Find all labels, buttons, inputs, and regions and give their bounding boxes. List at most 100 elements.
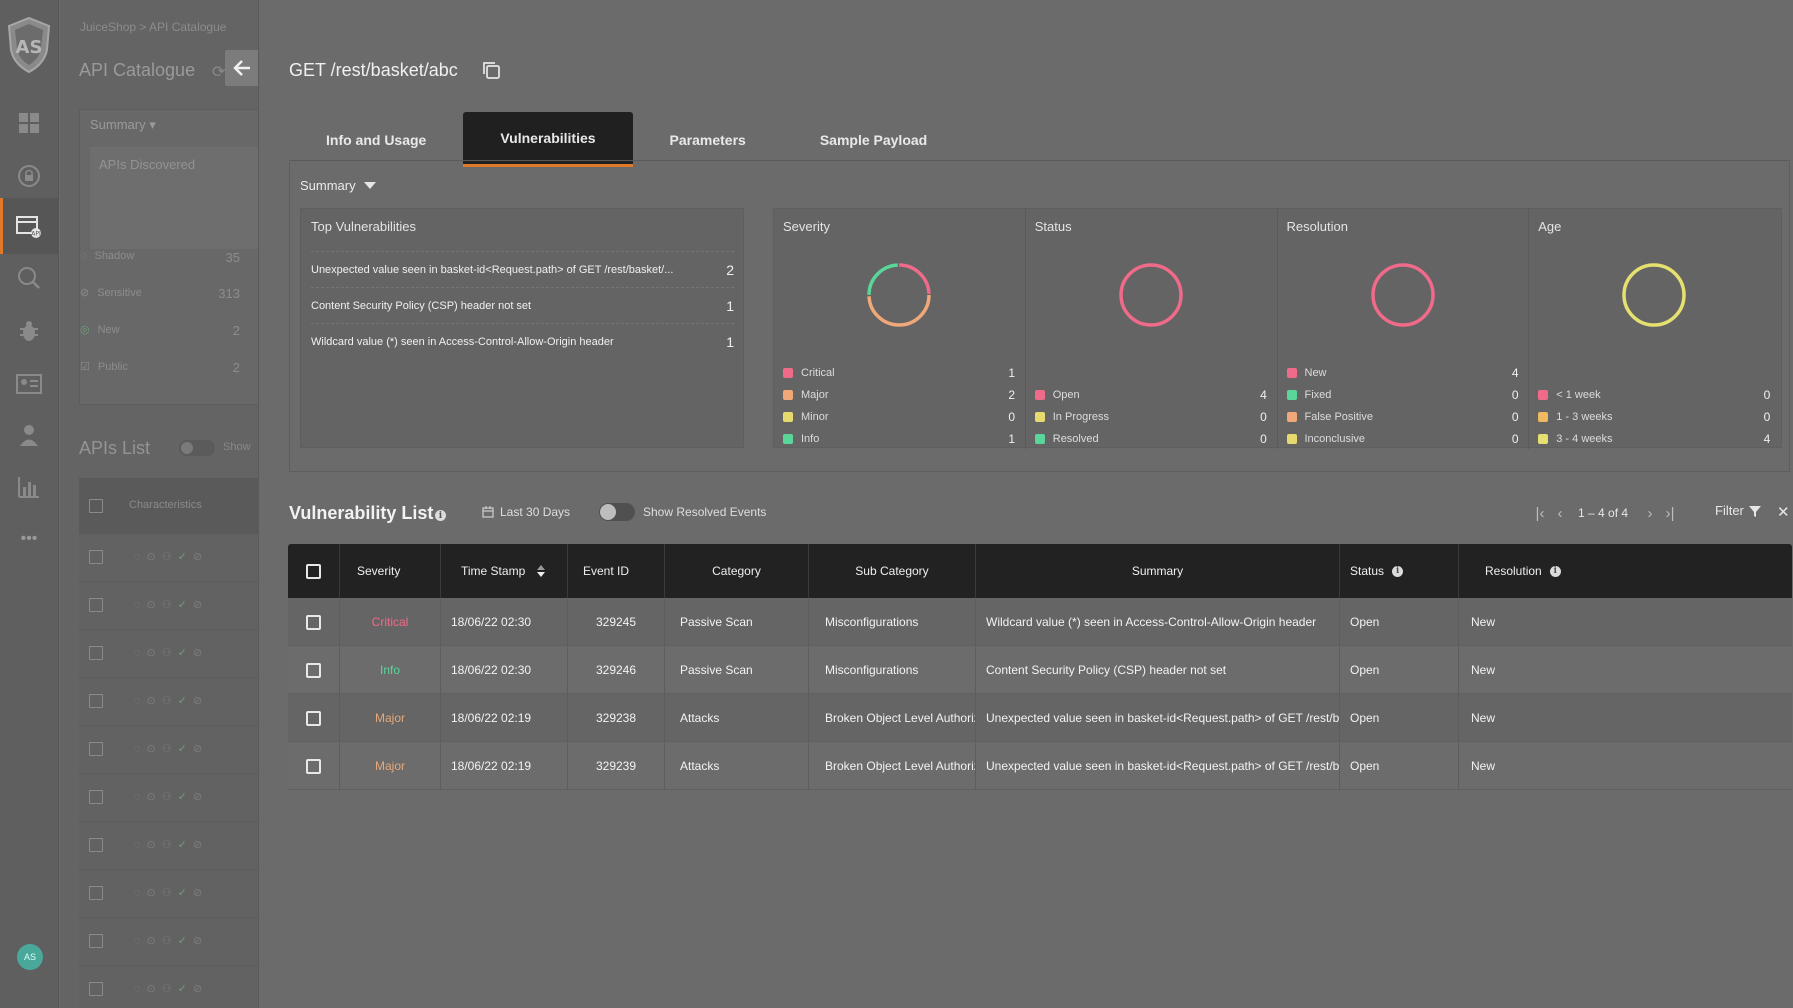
cell-category: Attacks	[665, 742, 809, 790]
select-all-checkbox[interactable]	[306, 563, 321, 579]
api-list-row[interactable]: ◌⊙⚇✓⊘	[79, 678, 258, 726]
api-list-row[interactable]: ◌⊙⚇✓⊘	[79, 918, 258, 966]
api-list-row[interactable]: ◌⊙⚇✓⊘	[79, 774, 258, 822]
tab-info-and-usage[interactable]: Info and Usage	[326, 131, 427, 148]
row-checkbox[interactable]	[306, 758, 321, 774]
legend-swatch	[1034, 434, 1045, 444]
row-checkbox[interactable]	[89, 838, 103, 852]
donut-segment-3-4-weeks	[1622, 263, 1686, 327]
legend-item: Major 2	[783, 387, 1015, 403]
table-row[interactable]: Critical 18/06/22 02:30 329245 Passive Scan…	[288, 598, 1792, 646]
cell-category: Passive Scan	[665, 646, 809, 694]
cell-sub-category: Misconfigurations	[809, 646, 976, 694]
show-resolved-toggle[interactable]	[599, 503, 635, 521]
column-header-severity[interactable]: Severity	[340, 544, 441, 598]
copy-icon[interactable]	[481, 60, 501, 80]
last-page-icon[interactable]: ›|	[1665, 504, 1675, 522]
cell-event-id: 329245	[568, 598, 665, 646]
table-row[interactable]: Major 18/06/22 02:19 329239 Attacks Broken O…	[288, 742, 1792, 790]
row-checkbox[interactable]	[89, 982, 103, 996]
first-page-icon[interactable]: |‹	[1535, 504, 1545, 522]
close-icon[interactable]: ✕	[1777, 504, 1790, 521]
agent-icon[interactable]	[14, 420, 44, 450]
legend-value: 0	[1763, 410, 1771, 424]
api-search-icon[interactable]	[14, 263, 44, 293]
api-list-row[interactable]: ◌⊙⚇✓⊘	[79, 870, 258, 918]
tab-parameters[interactable]: Parameters	[669, 131, 746, 148]
column-header-category[interactable]: Category	[665, 544, 809, 598]
legend-label: Minor	[801, 411, 829, 423]
column-header-event-id[interactable]: Event ID	[568, 544, 665, 598]
prev-page-icon[interactable]: ‹	[1557, 504, 1563, 522]
refresh-icon[interactable]: ⟳	[212, 64, 226, 81]
legend-value: 1	[1008, 366, 1015, 380]
table-row[interactable]: Major 18/06/22 02:19 329238 Attacks Broken O…	[288, 694, 1792, 742]
api-list-row[interactable]: ◌⊙⚇✓⊘	[79, 630, 258, 678]
shield-lock-icon[interactable]	[14, 161, 44, 191]
tab-sample-payload[interactable]: Sample Payload	[819, 131, 928, 148]
top-vuln-item[interactable]: Content Security Policy (CSP) header not…	[311, 287, 734, 323]
column-header-summary[interactable]: Summary	[976, 544, 1340, 598]
date-range-filter[interactable]: Last 30 Days	[482, 505, 570, 519]
legend-item: New 4	[1286, 365, 1519, 381]
row-checkbox[interactable]	[89, 646, 103, 660]
row-checkbox[interactable]	[89, 694, 103, 708]
dashboard-icon[interactable]	[14, 108, 44, 138]
api-detail-panel: GET /rest/basket/abc Info and Usage Vuln…	[260, 0, 1793, 1008]
characteristics-icons: ◌⊙⚇✓⊘	[134, 599, 209, 611]
info-icon[interactable]: i	[1549, 565, 1561, 577]
collapse-panel-button[interactable]	[225, 50, 258, 86]
bug-icon[interactable]	[14, 316, 44, 346]
top-vuln-item[interactable]: Wildcard value (*) seen in Access-Contro…	[311, 323, 734, 359]
svg-text:API: API	[31, 231, 41, 238]
column-header-status[interactable]: Status i	[1340, 544, 1459, 598]
row-checkbox[interactable]	[89, 790, 103, 804]
summary-dropdown[interactable]: Summary	[300, 178, 376, 193]
id-card-icon[interactable]	[14, 369, 44, 399]
legend-swatch	[1538, 434, 1549, 444]
legend-swatch	[783, 412, 793, 422]
api-list-row[interactable]: ◌⊙⚇✓⊘	[79, 726, 258, 774]
legend-label: Critical	[801, 367, 835, 379]
sort-icon[interactable]	[537, 565, 546, 577]
column-header-sub-category[interactable]: Sub Category	[809, 544, 976, 598]
column-header-resolution[interactable]: Resolution i	[1459, 544, 1606, 598]
legend-value: 0	[1260, 432, 1267, 446]
vulnerability-list-title: Vulnerability List	[289, 503, 434, 523]
public-row: ☑ Public 2	[80, 360, 240, 375]
api-list-row[interactable]: ◌⊙⚇✓⊘	[79, 966, 258, 1008]
api-list-row[interactable]: ◌⊙⚇✓⊘	[79, 582, 258, 630]
reports-chart-icon[interactable]	[14, 472, 44, 502]
row-checkbox[interactable]	[306, 614, 321, 630]
info-icon[interactable]: i	[435, 510, 446, 521]
more-icon[interactable]: •••	[20, 530, 38, 547]
info-icon[interactable]: i	[1392, 565, 1404, 577]
column-header-time-stamp[interactable]: Time Stamp	[441, 544, 568, 598]
row-checkbox[interactable]	[89, 886, 103, 900]
app-logo[interactable]: AS	[6, 16, 52, 74]
select-all-checkbox[interactable]	[89, 499, 103, 513]
avatar[interactable]: AS	[17, 944, 43, 970]
next-page-icon[interactable]: ›	[1647, 504, 1653, 522]
filter-button[interactable]: Filter	[1715, 503, 1761, 518]
cell-resolution: New	[1471, 711, 1496, 725]
tab-vulnerabilities[interactable]: Vulnerabilities	[463, 112, 633, 167]
row-checkbox[interactable]	[89, 550, 103, 564]
api-list-row[interactable]: ◌⊙⚇✓⊘	[79, 534, 258, 582]
table-row[interactable]: Info 18/06/22 02:30 329246 Passive Scan Misc…	[288, 646, 1792, 694]
top-vuln-item[interactable]: Unexpected value seen in basket-id<Reque…	[311, 251, 734, 287]
legend-label: Fixed	[1304, 389, 1332, 401]
row-checkbox[interactable]	[306, 662, 321, 678]
row-checkbox[interactable]	[89, 598, 103, 612]
catalogue-summary-dropdown[interactable]: Summary ▾	[90, 117, 156, 132]
donut-chart	[1370, 263, 1435, 327]
row-checkbox[interactable]	[306, 710, 321, 726]
cell-resolution: New	[1471, 615, 1496, 629]
show-toggle[interactable]	[179, 440, 215, 456]
row-checkbox[interactable]	[89, 934, 103, 948]
api-catalogue-icon[interactable]: API	[14, 212, 44, 242]
api-title: GET /rest/basket/abc	[289, 60, 458, 80]
row-checkbox[interactable]	[89, 742, 103, 756]
api-list-row[interactable]: ◌⊙⚇✓⊘	[79, 822, 258, 870]
select-all-cell	[288, 544, 340, 598]
